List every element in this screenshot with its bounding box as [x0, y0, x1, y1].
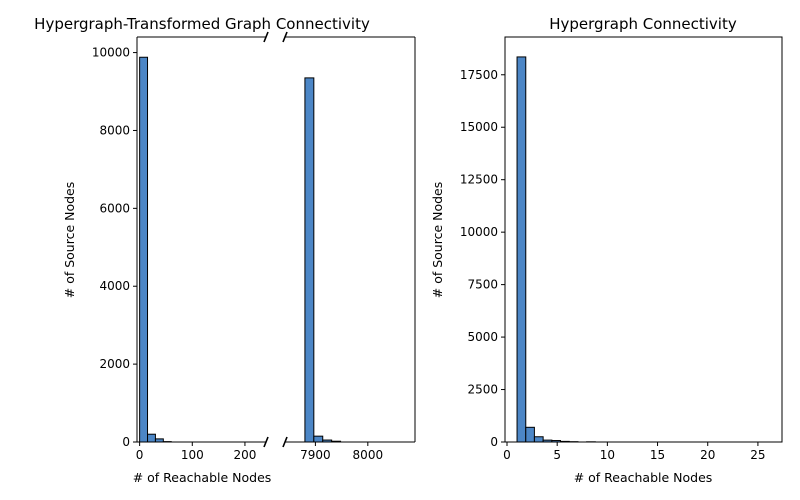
left-segment-high: 7900 8000: [285, 36, 416, 462]
y-tick-label: 4000: [99, 279, 130, 293]
break-mark: [282, 31, 288, 43]
break-mark: [282, 436, 288, 448]
x-tick-label: 100: [181, 448, 204, 462]
y-tick-label: 0: [490, 435, 498, 449]
y-tick-label: 2000: [99, 357, 130, 371]
x-tick-label: 200: [233, 448, 256, 462]
right-chart-xlabel: # of Reachable Nodes: [574, 470, 713, 485]
left-chart: Hypergraph-Transformed Graph Connectivit…: [34, 15, 416, 485]
x-tick-label: 0: [503, 448, 511, 462]
histogram-bar: [516, 56, 527, 443]
break-mark: [263, 31, 269, 43]
y-tick-label: 7500: [467, 278, 498, 292]
y-tick-label: 15000: [460, 120, 498, 134]
break-mark: [263, 436, 269, 448]
x-tick-label: 25: [750, 448, 765, 462]
x-tick-label: 20: [700, 448, 715, 462]
x-tick-label: 15: [650, 448, 665, 462]
left-chart-xlabel: # of Reachable Nodes: [133, 470, 272, 485]
x-tick-label: 10: [600, 448, 615, 462]
left-chart-ylabel: # of Source Nodes: [62, 182, 77, 299]
x-tick-label: 0: [136, 448, 144, 462]
y-tick-label: 5000: [467, 330, 498, 344]
y-tick-label: 2500: [467, 383, 498, 397]
left-chart-title: Hypergraph-Transformed Graph Connectivit…: [34, 15, 370, 33]
y-tick-label: 6000: [99, 201, 130, 215]
right-chart: Hypergraph Connectivity # of Source Node…: [430, 15, 783, 485]
histogram-bar: [313, 435, 324, 443]
x-tick-label: 8000: [353, 448, 384, 462]
x-tick-label: 5: [553, 448, 561, 462]
y-tick-label: 8000: [99, 123, 130, 137]
axis-break-marks: [263, 31, 288, 448]
y-tick-label: 0: [122, 435, 130, 449]
y-tick-label: 17500: [460, 68, 498, 82]
y-tick-label: 12500: [460, 173, 498, 187]
left-segment-low: 0 100 200: [136, 36, 266, 462]
histogram-bar: [525, 426, 535, 443]
histogram-bar: [139, 56, 149, 443]
histogram-bar: [304, 77, 315, 443]
plot-frame: [504, 36, 783, 443]
histogram-bar: [533, 436, 544, 443]
y-tick-label: 10000: [460, 225, 498, 239]
right-plot-area: 0 5 10 15 20 25 0 2500 5000 7500 10000 12500 15000 17…: [460, 36, 783, 462]
x-tick-label: 7900: [300, 448, 331, 462]
left-y-axis: 0 2000 4000 6000 8000 10000: [92, 46, 137, 449]
right-chart-ylabel: # of Source Nodes: [430, 182, 445, 299]
histogram-bar: [147, 433, 156, 443]
right-chart-title: Hypergraph Connectivity: [549, 15, 737, 33]
y-tick-label: 10000: [92, 46, 130, 60]
